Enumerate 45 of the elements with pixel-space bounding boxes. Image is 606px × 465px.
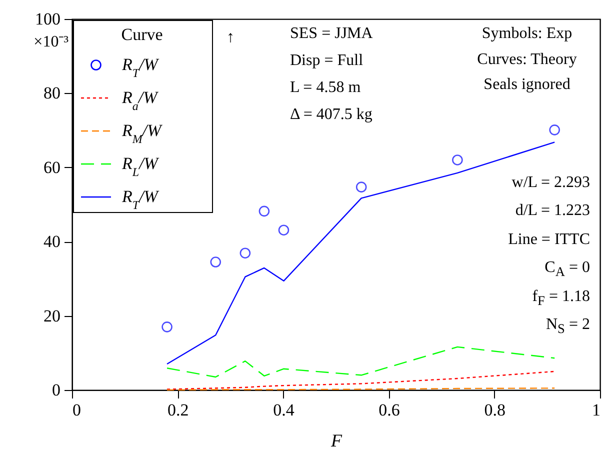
x-tick-label: 0.8 xyxy=(484,400,506,420)
y-tick-label: 0 xyxy=(52,380,60,400)
annotation: C$_{A}$ = 0 xyxy=(544,258,590,282)
point xyxy=(452,154,463,166)
legend-label: R$_{a}$/W xyxy=(121,88,160,113)
legend-label: R$_{T}$/W xyxy=(121,187,160,212)
annotation: N$_{S}$ = 2 xyxy=(546,315,590,338)
legend-label: R$_{T}$/W xyxy=(121,55,160,80)
line-series xyxy=(166,142,556,365)
x-axis-title: F xyxy=(330,430,343,450)
legend-label: R$_{M}$/W xyxy=(121,121,164,146)
point xyxy=(278,224,290,236)
point xyxy=(240,248,251,258)
point xyxy=(210,256,222,268)
legend-title: Curve xyxy=(121,25,163,44)
y-axis-title: ×10⁻³ xyxy=(34,34,69,50)
annotation: ↑ xyxy=(226,28,234,48)
point xyxy=(549,124,560,136)
point xyxy=(356,182,367,192)
x-tick-label: 1 xyxy=(592,400,600,420)
annotation: Symbols: Exp xyxy=(482,24,572,44)
x-tick-label: 0.2 xyxy=(167,400,189,420)
y-tick-label: 60 xyxy=(44,158,60,177)
y-tick-label: 40 xyxy=(44,232,60,252)
y-tick-label: 20 xyxy=(44,306,60,326)
x-tick-label: 0.4 xyxy=(273,400,295,420)
legend-label: R$_{L}$/W xyxy=(121,154,160,179)
annotation: SES = JJMA xyxy=(290,24,373,44)
annotation: Disp = Full xyxy=(290,51,364,71)
annotation: Seals ignored xyxy=(484,75,570,95)
annotation: Line = ITTC xyxy=(508,230,590,250)
annotation: f$_{F}$ = 1.18 xyxy=(532,287,590,310)
annotation: w/L = 2.293 xyxy=(512,173,590,193)
line-series xyxy=(166,370,556,390)
annotation: d/L = 1.223 xyxy=(515,201,590,221)
point xyxy=(258,206,270,217)
y-tick-label: 80 xyxy=(44,84,60,103)
point xyxy=(162,322,172,332)
x-tick-label: 0 xyxy=(72,400,81,420)
annotation: Δ = 407.5 kg xyxy=(290,105,372,125)
annotation: L = 4.58 m xyxy=(290,78,361,98)
line-series xyxy=(166,346,556,378)
annotation: Curves: Theory xyxy=(477,50,577,70)
y-tick-label: 100 xyxy=(35,10,60,28)
x-tick-label: 0.6 xyxy=(378,400,400,420)
